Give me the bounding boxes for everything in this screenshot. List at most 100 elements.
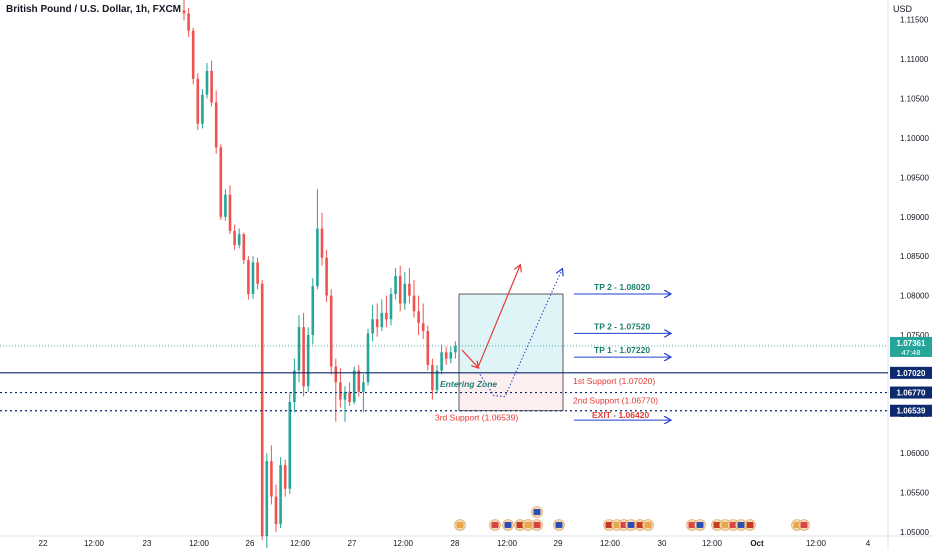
x-tick-label: 12:00 — [702, 539, 723, 548]
x-tick-label: 12:00 — [600, 539, 621, 548]
candle-body — [191, 30, 195, 79]
candle-body — [316, 228, 319, 287]
candle-body — [293, 370, 296, 402]
candle — [421, 303, 425, 339]
candle — [362, 374, 365, 413]
candle-body — [380, 312, 384, 328]
event-flag-icon[interactable] — [454, 519, 466, 531]
candle — [191, 27, 195, 85]
candle — [325, 249, 328, 302]
time-axis[interactable]: 22 12:00 23 12:00 26 12:00 27 12:00 28 12:00 29 12:… — [39, 539, 871, 548]
event-flag-icon[interactable] — [719, 519, 731, 531]
event-flag-icon[interactable] — [625, 519, 637, 531]
candle-body — [302, 327, 305, 387]
event-flag-icon[interactable] — [694, 519, 706, 531]
candle — [454, 341, 457, 359]
candle-body — [398, 275, 402, 304]
candle-body — [196, 78, 200, 124]
last-price-countdown: 47:48 — [902, 348, 921, 357]
projection-up-arrow — [477, 266, 520, 368]
candle-body — [274, 496, 278, 525]
candle — [274, 484, 278, 533]
event-flag-fill — [516, 522, 524, 528]
last-price-value: 1.07361 — [897, 339, 926, 348]
x-tick-label: 12:00 — [497, 539, 518, 548]
x-tick-label: 4 — [866, 539, 871, 548]
candle-body — [270, 461, 273, 497]
event-flag-icon[interactable] — [531, 506, 543, 518]
event-flag-fill — [688, 522, 696, 528]
candle — [293, 358, 296, 413]
event-flag-icon[interactable] — [686, 519, 698, 531]
y-tick-label: 1.11500 — [900, 16, 929, 25]
event-flag-fill — [491, 522, 499, 528]
x-tick-label: 28 — [451, 539, 460, 548]
candle-body — [260, 283, 264, 536]
support-levels — [0, 345, 888, 412]
price-axis[interactable]: 1.11500 1.11000 1.10500 1.10000 1.09500 1.090… — [890, 16, 932, 537]
event-flag-icon[interactable] — [603, 519, 615, 531]
candle-body — [362, 382, 365, 392]
candle-body — [449, 352, 453, 359]
event-flag-fill — [713, 522, 721, 528]
event-flag-icon[interactable] — [744, 519, 756, 531]
event-flag-icon[interactable] — [798, 519, 810, 531]
event-flag-fill — [729, 522, 737, 528]
candle — [288, 391, 292, 495]
event-flag-fill — [533, 522, 541, 528]
candle-body — [201, 94, 204, 124]
event-flag-fill — [721, 522, 729, 528]
candle-body — [306, 335, 310, 387]
candle-body — [214, 102, 218, 148]
candle — [201, 89, 204, 129]
candle — [247, 256, 250, 300]
candles — [182, 0, 457, 548]
event-flag-icon[interactable] — [522, 519, 534, 531]
candle-body — [334, 366, 338, 383]
event-flag-fill — [696, 522, 704, 528]
support2-label: 2nd Support (1.06770) — [573, 396, 658, 406]
event-flag-fill — [456, 522, 464, 528]
candle-body — [210, 70, 213, 103]
candle-body — [371, 319, 374, 334]
candle — [329, 289, 333, 375]
event-flag-icon[interactable] — [642, 519, 654, 531]
candle — [265, 453, 269, 548]
currency-label: USD — [892, 4, 912, 14]
candle-body — [417, 311, 420, 324]
y-tick-label: 1.06000 — [900, 449, 929, 458]
candle-body — [256, 262, 259, 284]
event-flag-fill — [555, 522, 563, 528]
x-tick-label: 12:00 — [806, 539, 827, 548]
candle — [279, 457, 282, 529]
event-flag-icon[interactable] — [553, 519, 565, 531]
y-tick-label: 1.08500 — [900, 252, 929, 261]
candle — [357, 364, 361, 397]
candle — [366, 328, 370, 386]
event-flag-icon[interactable] — [489, 519, 501, 531]
candle-body — [233, 230, 236, 246]
candle — [297, 315, 301, 383]
candle-body — [394, 275, 397, 295]
event-flag-fill — [737, 522, 745, 528]
tp1-label: TP 1 - 1.07220 — [594, 345, 650, 355]
candle — [449, 346, 453, 364]
candle — [237, 228, 241, 249]
event-flag-icon[interactable] — [514, 519, 526, 531]
candle — [375, 303, 379, 337]
event-markers[interactable] — [454, 506, 810, 531]
y-tick-label: 1.05000 — [900, 528, 929, 537]
entering-zone-label: Entering Zone — [440, 379, 497, 389]
event-flag-icon[interactable] — [502, 519, 514, 531]
candle-body — [224, 194, 227, 217]
x-tick-label: 30 — [658, 539, 667, 548]
candle — [320, 212, 324, 266]
event-flag-icon[interactable] — [531, 519, 543, 531]
event-flag-icon[interactable] — [711, 519, 723, 531]
level-price-badge — [890, 386, 932, 399]
candle — [224, 189, 227, 221]
y-tick-label: 1.07500 — [900, 331, 929, 340]
tp2-lower-label: TP 2 - 1.07520 — [594, 321, 650, 331]
